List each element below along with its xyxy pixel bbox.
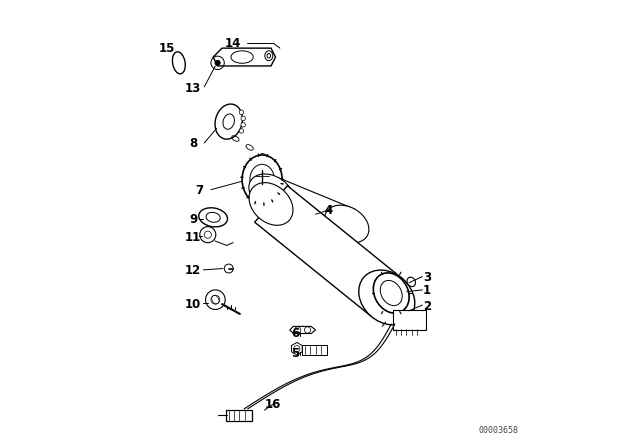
Ellipse shape [407, 277, 415, 287]
Polygon shape [213, 48, 275, 66]
Text: 2: 2 [423, 300, 431, 313]
FancyBboxPatch shape [301, 345, 327, 355]
Polygon shape [262, 178, 355, 239]
Circle shape [241, 123, 245, 127]
FancyBboxPatch shape [392, 310, 426, 330]
Text: 9: 9 [189, 213, 197, 226]
Text: 12: 12 [185, 264, 201, 277]
Ellipse shape [324, 205, 369, 243]
Text: 4: 4 [324, 204, 333, 217]
Circle shape [239, 129, 244, 133]
Circle shape [224, 264, 233, 273]
Text: 15: 15 [158, 42, 175, 55]
Text: 7: 7 [196, 184, 204, 197]
Circle shape [215, 60, 220, 65]
Polygon shape [255, 186, 403, 316]
Text: 11: 11 [185, 231, 201, 244]
Text: 16: 16 [265, 398, 282, 411]
Text: 10: 10 [185, 297, 201, 310]
Circle shape [241, 116, 245, 121]
Ellipse shape [249, 183, 293, 225]
Text: 6: 6 [291, 327, 300, 340]
FancyBboxPatch shape [226, 410, 252, 421]
Circle shape [239, 110, 244, 115]
Text: 8: 8 [189, 138, 197, 151]
Text: 3: 3 [423, 271, 431, 284]
Text: 14: 14 [225, 37, 241, 50]
Ellipse shape [215, 104, 243, 139]
Text: 5: 5 [291, 347, 300, 360]
Text: 13: 13 [185, 82, 201, 95]
Ellipse shape [359, 270, 415, 325]
Polygon shape [290, 327, 316, 333]
Ellipse shape [249, 174, 293, 211]
Text: 1: 1 [423, 284, 431, 297]
Ellipse shape [373, 273, 409, 313]
Text: 00003658: 00003658 [478, 426, 518, 435]
Ellipse shape [242, 155, 282, 204]
Ellipse shape [199, 208, 227, 227]
Ellipse shape [172, 52, 186, 74]
